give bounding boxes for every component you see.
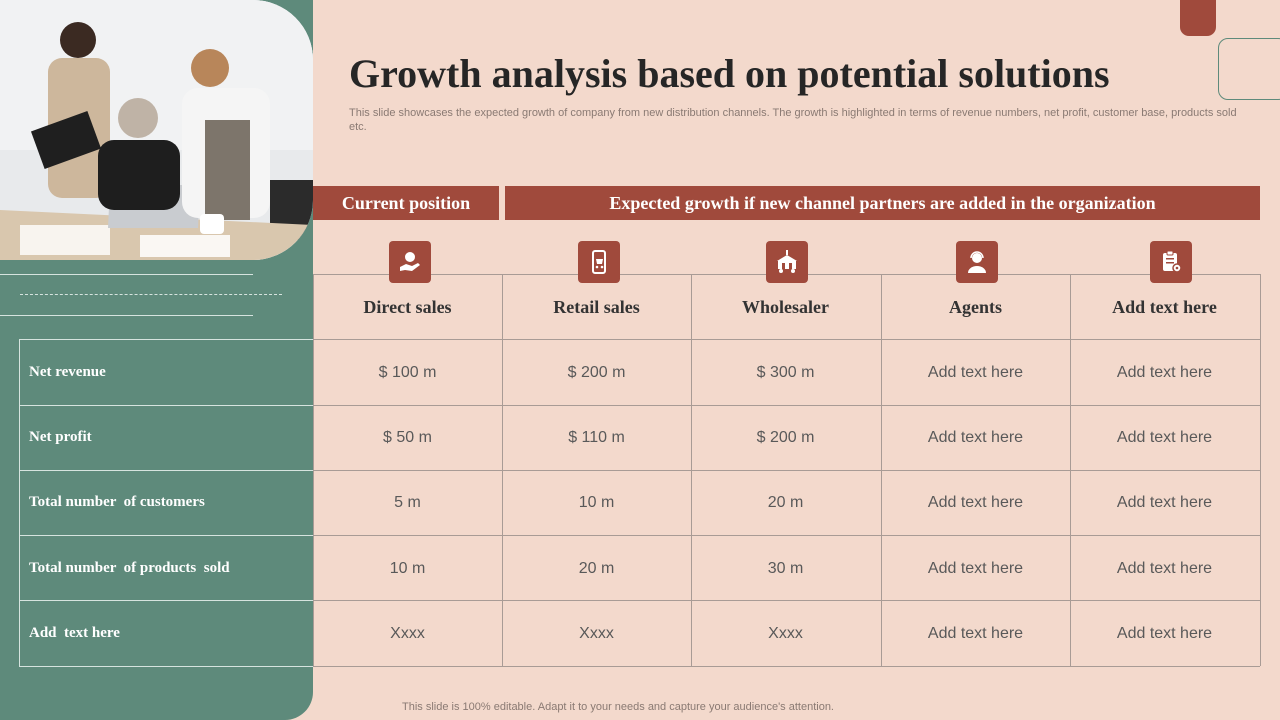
decorative-line [0, 274, 253, 275]
table-border [19, 600, 313, 601]
table-border [19, 339, 20, 666]
column-header-direct-sales: Direct sales [363, 296, 452, 317]
table-border [1260, 274, 1261, 666]
table-border [313, 405, 1260, 406]
page-subtitle: This slide showcases the expected growth… [349, 107, 1237, 133]
column-header-agents: Agents [949, 296, 1002, 317]
warehouse-truck-icon [766, 241, 808, 283]
table-border [313, 470, 1260, 471]
table-cell: Xxxx [579, 624, 614, 642]
team-meeting-photo [0, 0, 313, 260]
table-cell: 20 m [767, 493, 804, 511]
table-cell: Xxxx [768, 624, 803, 642]
corner-outline-shape [1218, 38, 1280, 100]
footer-note: This slide is 100% editable. Adapt it to… [402, 701, 834, 713]
table-cell: 5 m [394, 493, 421, 511]
table-cell: 20 m [578, 559, 615, 577]
row-label-net-revenue: Net revenue [29, 364, 106, 380]
row-label-net-profit: Net profit [29, 429, 92, 445]
table-cell: $ 50 m [383, 428, 432, 446]
table-cell: $ 200 m [567, 363, 626, 381]
table-border [502, 274, 503, 666]
table-border [19, 470, 313, 471]
hand-money-icon [389, 241, 431, 283]
agent-person-icon [956, 241, 998, 283]
table-cell: Add text here [927, 493, 1024, 511]
table-cell: Add text here [927, 428, 1024, 446]
row-label-add-text: Add text here [29, 625, 120, 641]
table-border [691, 274, 692, 666]
table-border [881, 274, 882, 666]
table-border [19, 666, 313, 667]
corner-accent-square [1180, 0, 1216, 36]
table-border [313, 535, 1260, 536]
table-cell: $ 200 m [756, 428, 815, 446]
table-border [313, 666, 1260, 667]
table-cell: $ 100 m [378, 363, 437, 381]
table-cell: Add text here [1116, 428, 1213, 446]
row-label-customers: Total number of customers [29, 494, 205, 510]
table-cell: 10 m [578, 493, 615, 511]
table-cell: Add text here [927, 363, 1024, 381]
table-cell: Add text here [1116, 493, 1213, 511]
table-border [19, 405, 313, 406]
column-header-wholesaler: Wholesaler [742, 296, 829, 317]
table-border [313, 274, 314, 666]
decorative-line [0, 315, 253, 316]
table-border [19, 339, 313, 340]
table-cell: Add text here [927, 559, 1024, 577]
table-cell: Add text here [1116, 624, 1213, 642]
current-position-banner: Current position [313, 186, 499, 220]
table-border [1070, 274, 1071, 666]
table-cell: 10 m [389, 559, 426, 577]
table-cell: Add text here [927, 624, 1024, 642]
row-label-products-sold: Total number of products sold [29, 560, 230, 576]
shopping-cart-icon [578, 241, 620, 283]
table-border [313, 339, 1260, 340]
table-cell: 30 m [767, 559, 804, 577]
clipboard-gear-icon [1150, 241, 1192, 283]
column-header-add-text: Add text here [1112, 296, 1217, 317]
expected-growth-banner: Expected growth if new channel partners … [505, 186, 1260, 220]
table-cell: $ 110 m [568, 428, 625, 446]
table-cell: Xxxx [390, 624, 425, 642]
column-header-retail-sales: Retail sales [553, 296, 640, 317]
table-cell: $ 300 m [756, 363, 815, 381]
table-cell: Add text here [1116, 559, 1213, 577]
decorative-dashed-line [20, 294, 282, 295]
table-border [313, 600, 1260, 601]
table-cell: Add text here [1116, 363, 1213, 381]
table-border [19, 535, 313, 536]
page-title: Growth analysis based on potential solut… [349, 51, 1110, 96]
